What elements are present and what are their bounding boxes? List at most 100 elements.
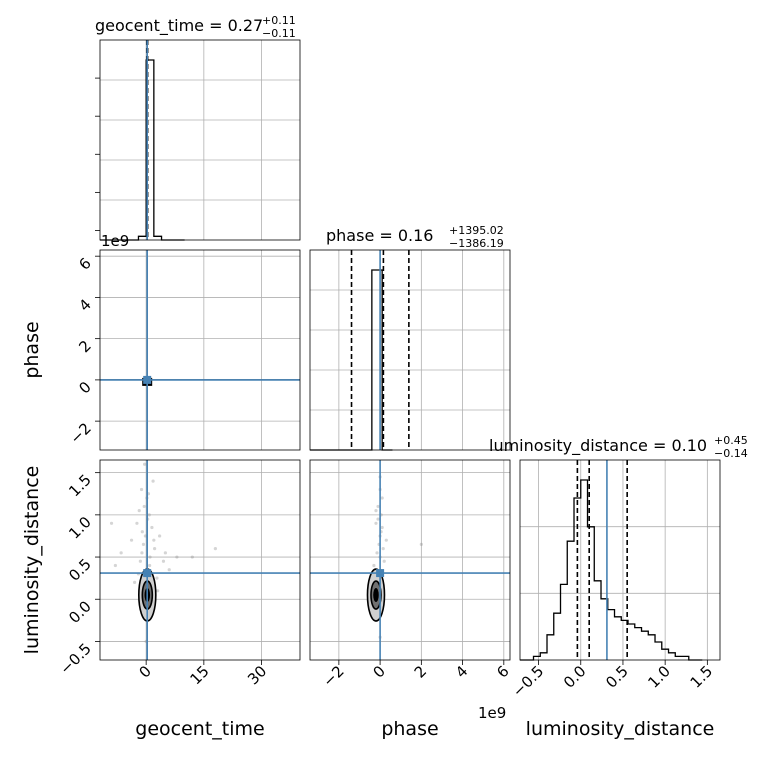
x-ticks-phase: −2 0 2 4 6 <box>319 660 513 690</box>
scatter-point <box>151 479 155 483</box>
scatter-point <box>374 521 378 525</box>
scatter-point <box>175 555 179 559</box>
x-tick-label: −0.5 <box>509 662 547 700</box>
scatter-point <box>153 547 157 551</box>
title-phase-plus: +1395.02 <box>449 224 504 237</box>
panel-grid <box>310 460 510 660</box>
scatter-point <box>138 559 142 563</box>
x-tick-label: −2 <box>319 662 347 690</box>
panel-frame <box>309 459 511 661</box>
scatter-point <box>152 538 156 542</box>
scatter-point <box>376 504 380 509</box>
density-core <box>373 588 379 603</box>
density-geocent-distance <box>100 460 300 660</box>
scatter-point <box>143 462 147 466</box>
scatter-point <box>139 487 144 492</box>
title-distance-minus: −0.14 <box>714 447 748 460</box>
x-tick-label: 1.5 <box>687 662 717 692</box>
scatter-point <box>140 530 144 534</box>
x-tick-label: 0.0 <box>560 662 590 692</box>
truth-marker <box>376 569 385 578</box>
x-tick-label: 30 <box>244 662 270 688</box>
scatter-point <box>119 551 123 555</box>
panel-frame <box>99 459 301 661</box>
scatter-point <box>190 555 194 559</box>
contour-outer <box>366 568 386 622</box>
scatter-point <box>376 517 380 521</box>
x-axis-label-distance: luminosity_distance <box>526 718 715 740</box>
x-axis-label-geocent-time: geocent_time <box>135 718 264 740</box>
scatter-point <box>163 551 167 555</box>
scatter-point <box>161 559 166 563</box>
scatter-point <box>374 509 378 513</box>
title-geocent-time: geocent_time = 0.27 <box>95 16 263 36</box>
y-tick-label: −0.5 <box>56 640 94 678</box>
title-geocent-time-minus: −0.11 <box>262 27 296 40</box>
scatter-point <box>129 538 134 542</box>
scatter-point <box>382 559 386 563</box>
scatter-point <box>381 547 385 551</box>
scatter-point <box>141 542 146 546</box>
x-tick-label: 1.0 <box>644 662 674 692</box>
title-phase-minus: −1386.19 <box>449 237 504 250</box>
y-tick-label: 2 <box>75 337 94 356</box>
scatter-point <box>137 509 141 513</box>
x-tick-label: 0 <box>369 662 388 681</box>
y-tick-label: 4 <box>75 296 94 315</box>
scatter-point <box>380 525 384 530</box>
panel-grid <box>100 250 300 450</box>
scatter-point <box>375 551 379 555</box>
y-tick-label: 0.0 <box>65 597 95 627</box>
histogram-step <box>520 479 703 661</box>
x-tick-label: 2 <box>411 662 430 681</box>
scatter-point <box>380 496 384 500</box>
scatter-point <box>384 538 388 542</box>
panel-geocent-time-marginal: geocent_time = 0.27 +0.11 −0.11 1e9 <box>95 14 301 250</box>
scatter-point <box>133 580 137 584</box>
x-tick-label: 0.5 <box>602 662 632 692</box>
panel-grid <box>520 460 720 660</box>
y-ticks <box>95 77 100 231</box>
y-tick-label: −2 <box>66 419 94 447</box>
title-distance: luminosity_distance = 0.10 <box>489 436 707 456</box>
scatter-point <box>155 576 159 580</box>
title-distance-plus: +0.45 <box>714 434 748 447</box>
title-phase: phase = 0.16 <box>326 226 433 245</box>
quantile-lines <box>145 40 149 240</box>
truth-marker <box>143 569 152 578</box>
offset-label-top: 1e9 <box>101 232 129 250</box>
contour-inner <box>370 580 382 610</box>
histogram-distance <box>520 479 703 661</box>
y-tick-label: 6 <box>75 254 94 273</box>
x-ticks-geocent-time: 0 15 30 <box>136 660 270 688</box>
scatter-point <box>143 534 147 538</box>
panel-frame <box>519 459 721 661</box>
y-axis-label-phase: phase <box>21 321 43 378</box>
scatter-point <box>156 589 160 593</box>
density-geocent-phase <box>100 250 300 450</box>
title-geocent-time-plus: +0.11 <box>262 14 296 27</box>
panel-frame <box>99 39 301 241</box>
y-tick-label: 0.5 <box>65 555 95 585</box>
truth-marker <box>143 375 152 384</box>
panel-distance-marginal: −0.5 0.0 0.5 1.0 1.5 luminosity_distance = 0… <box>489 434 748 701</box>
panel-frame <box>309 249 511 451</box>
y-tick-label: 1.0 <box>65 513 95 543</box>
quantile-lines <box>350 250 410 450</box>
x-tick-label: 15 <box>186 662 212 688</box>
scatter-point <box>142 504 146 509</box>
scatter-point <box>213 547 217 551</box>
scatter-point <box>147 513 151 517</box>
scatter-point <box>113 563 117 568</box>
panel-geocent-time-vs-phase: −2 0 2 4 6 <box>66 249 301 451</box>
x-tick-label: 4 <box>452 662 471 681</box>
y-tick-label: 1.5 <box>65 471 95 501</box>
panel-grid <box>100 40 300 240</box>
x-tick-label: 0 <box>136 662 155 681</box>
y-ticks-distance: −0.5 0.0 0.5 1.0 1.5 <box>56 471 100 678</box>
scatter-point <box>135 521 139 525</box>
scatter-point <box>158 534 162 538</box>
scatter-point <box>148 563 152 568</box>
density-phase-distance <box>310 460 510 660</box>
